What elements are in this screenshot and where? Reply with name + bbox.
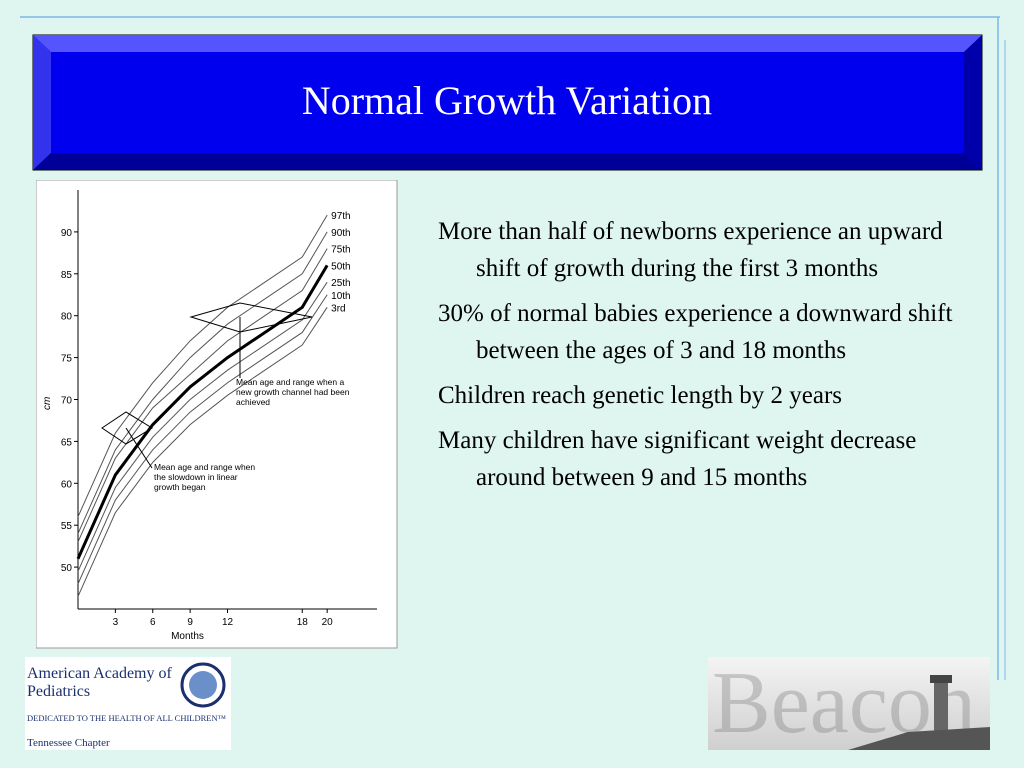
x-tick-label: 6: [150, 617, 156, 628]
logo-chapter: Tennessee Chapter: [27, 737, 110, 749]
beacon-image: Beacon: [708, 657, 990, 750]
series-label: 90th: [331, 228, 350, 239]
y-tick-label: 80: [61, 312, 73, 323]
annotation: Mean age and range when the slowdown in l…: [154, 462, 255, 492]
pointer: [125, 427, 153, 469]
chart: 50 55 60 65 70 75 80 85 90 3 6 9 12 18 20 Months cm 97th 9…: [36, 180, 398, 649]
y-axis-label: cm: [42, 397, 53, 410]
logo: American Academy of Pediatrics DEDICATED…: [25, 657, 231, 750]
x-tick-label: 9: [187, 617, 193, 628]
series-label: 25th: [331, 278, 350, 289]
y-tick-label: 70: [61, 396, 73, 407]
y-tick-label: 75: [61, 354, 73, 365]
series-label: 75th: [331, 245, 350, 256]
series-label: 3rd: [331, 303, 345, 314]
series-label: 97th: [331, 211, 350, 222]
x-tick-label: 3: [113, 617, 119, 628]
percentile-line: [77, 294, 328, 585]
x-tick-label: 18: [297, 617, 309, 628]
percentile-line: [77, 231, 328, 534]
annotation: Mean age and range when a new growth chan…: [236, 377, 350, 407]
y-tick-label: 50: [61, 563, 73, 574]
lighthouse: [848, 675, 990, 750]
x-tick-label: 20: [322, 617, 334, 628]
series-label: 50th: [331, 261, 350, 272]
percentile-line: [77, 248, 328, 543]
y-tick-label: 65: [61, 437, 73, 448]
y-tick-label: 60: [61, 479, 73, 490]
logo-motto: DEDICATED TO THE HEALTH OF ALL CHILDREN™: [27, 713, 226, 723]
x-tick-label: 12: [222, 617, 234, 628]
bullet: More than half of newborns experience an…: [438, 218, 943, 282]
logo-seal: [180, 662, 226, 708]
percentile-line: [77, 307, 328, 597]
series-label: 10th: [331, 291, 350, 302]
logo-name: American Academy of Pediatrics: [27, 665, 172, 700]
x-axis-label: Months: [171, 631, 204, 642]
range-diamond: [189, 302, 313, 333]
y-tick-label: 55: [61, 521, 73, 532]
range-diamond: [101, 411, 153, 445]
bullet: Many children have significant weight de…: [438, 427, 917, 491]
bullet-list: More than half of newborns experience an…: [438, 213, 983, 504]
bullet: Children reach genetic length by 2 years: [438, 382, 843, 409]
percentile-line: [77, 281, 328, 572]
percentile-line: [76, 264, 329, 560]
y-tick-label: 85: [61, 270, 73, 281]
bullet: 30% of normal babies experience a downwa…: [438, 300, 953, 364]
y-tick-label: 90: [61, 228, 73, 239]
percentile-line: [77, 214, 328, 518]
title: Normal Growth Variation: [302, 78, 712, 123]
